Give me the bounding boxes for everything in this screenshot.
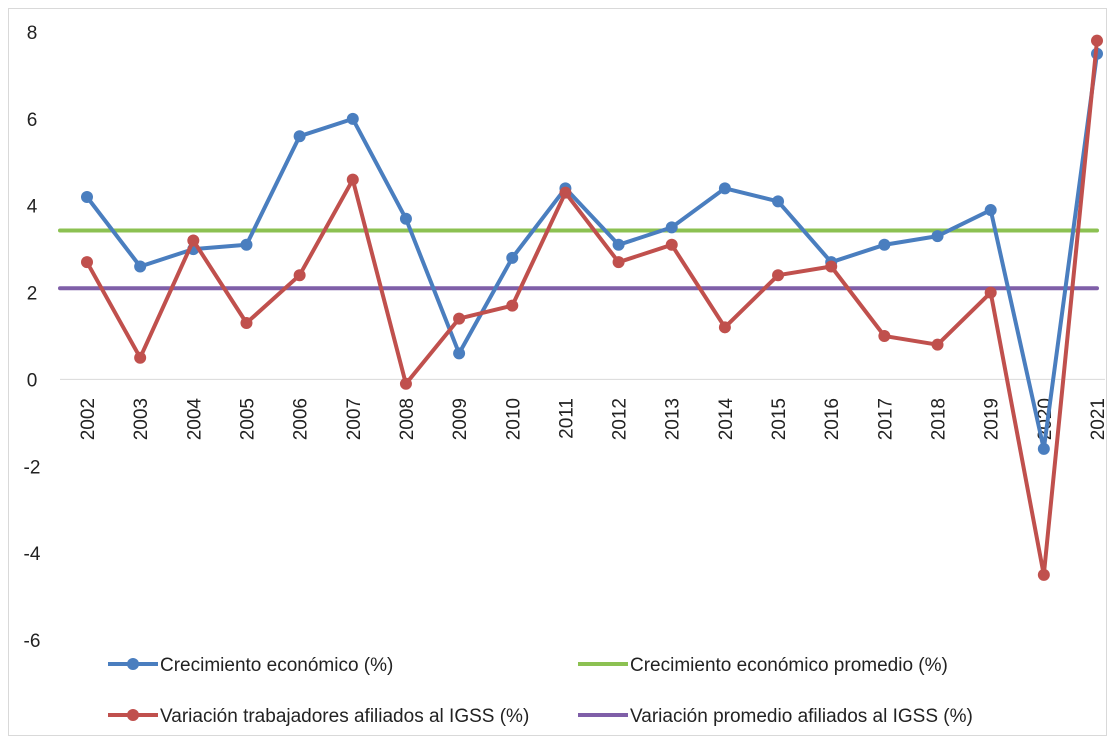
data-point xyxy=(293,269,306,282)
x-tick-label: 2015 xyxy=(769,398,790,440)
x-tick-label: 2010 xyxy=(503,398,524,440)
y-tick-label: 4 xyxy=(27,197,38,218)
data-point xyxy=(134,260,147,273)
data-point xyxy=(772,269,785,282)
data-point xyxy=(612,238,625,251)
legend-item: Variación promedio afiliados al IGSS (%) xyxy=(578,706,973,727)
x-tick-label: 2008 xyxy=(397,398,418,440)
x-tick-label: 2012 xyxy=(610,398,631,440)
y-tick-label: 0 xyxy=(27,370,38,391)
x-tick-label: 2019 xyxy=(982,398,1003,440)
data-point xyxy=(1091,34,1103,47)
data-point xyxy=(665,221,678,234)
legend-label: Crecimiento económico promedio (%) xyxy=(630,655,948,676)
data-point xyxy=(984,286,997,299)
data-point xyxy=(665,238,678,251)
data-point xyxy=(506,299,519,312)
data-point xyxy=(453,312,466,325)
data-point xyxy=(240,316,253,329)
data-point xyxy=(293,130,306,143)
x-tick-label: 2011 xyxy=(556,398,577,439)
data-point xyxy=(399,212,412,225)
x-tick-label: 2021 xyxy=(1088,398,1109,440)
data-point xyxy=(1037,568,1050,581)
data-point xyxy=(772,195,785,208)
y-tick-label: 2 xyxy=(27,284,38,305)
data-point xyxy=(984,204,997,217)
data-point xyxy=(346,112,359,125)
y-tick-label: -2 xyxy=(24,457,41,478)
chart-frame xyxy=(8,8,1107,736)
data-point xyxy=(718,182,731,195)
legend-item: Variación trabajadores afiliados al IGSS… xyxy=(108,706,529,727)
legend-item: Crecimiento económico promedio (%) xyxy=(578,655,948,676)
data-point xyxy=(240,238,253,251)
data-point xyxy=(825,260,838,273)
data-point xyxy=(878,238,891,251)
data-point xyxy=(187,234,200,247)
legend: Crecimiento económico (%) Crecimiento eco… xyxy=(108,655,973,727)
data-point xyxy=(346,173,359,186)
data-point xyxy=(1037,442,1050,455)
x-tick-label: 2014 xyxy=(716,398,737,441)
data-point xyxy=(931,338,944,351)
x-tick-label: 2007 xyxy=(344,398,365,440)
x-tick-label: 2003 xyxy=(131,398,152,440)
data-point xyxy=(81,256,93,269)
legend-label: Variación trabajadores afiliados al IGSS… xyxy=(160,706,529,727)
series-line xyxy=(85,38,1099,577)
data-point xyxy=(134,351,147,364)
data-point xyxy=(453,347,466,360)
series-line xyxy=(85,51,1099,451)
legend-label: Variación promedio afiliados al IGSS (%) xyxy=(630,706,973,727)
axis-layer: 8 6 4 2 0 -2 -4 -6 2002 2003 2004 2005 2006 2007 2008 2… xyxy=(24,23,1109,652)
x-tick-label: 2009 xyxy=(450,398,471,440)
series-layer xyxy=(58,34,1103,581)
legend-item: Crecimiento económico (%) xyxy=(108,655,393,676)
y-tick-label: 8 xyxy=(27,23,38,44)
x-tick-label: 2013 xyxy=(663,398,684,440)
data-point xyxy=(559,186,572,199)
y-tick-label: 6 xyxy=(27,110,38,131)
data-point xyxy=(612,256,625,269)
x-tick-label: 2002 xyxy=(78,398,99,440)
data-point xyxy=(878,330,891,342)
data-point xyxy=(718,321,731,334)
y-tick-label: -4 xyxy=(24,544,41,565)
data-point xyxy=(931,230,944,243)
x-tick-label: 2016 xyxy=(822,398,843,440)
legend-label: Crecimiento económico (%) xyxy=(160,655,393,676)
legend-marker xyxy=(127,709,139,721)
x-tick-label: 2017 xyxy=(875,398,896,440)
legend-marker xyxy=(127,658,139,670)
data-point xyxy=(81,191,93,204)
y-tick-label: -6 xyxy=(24,631,41,652)
x-tick-label: 2018 xyxy=(929,398,950,440)
x-tick-label: 2006 xyxy=(291,398,312,440)
x-tick-label: 2004 xyxy=(184,398,205,441)
x-tick-label: 2005 xyxy=(237,398,258,440)
data-point xyxy=(399,377,412,390)
data-point xyxy=(506,251,519,264)
